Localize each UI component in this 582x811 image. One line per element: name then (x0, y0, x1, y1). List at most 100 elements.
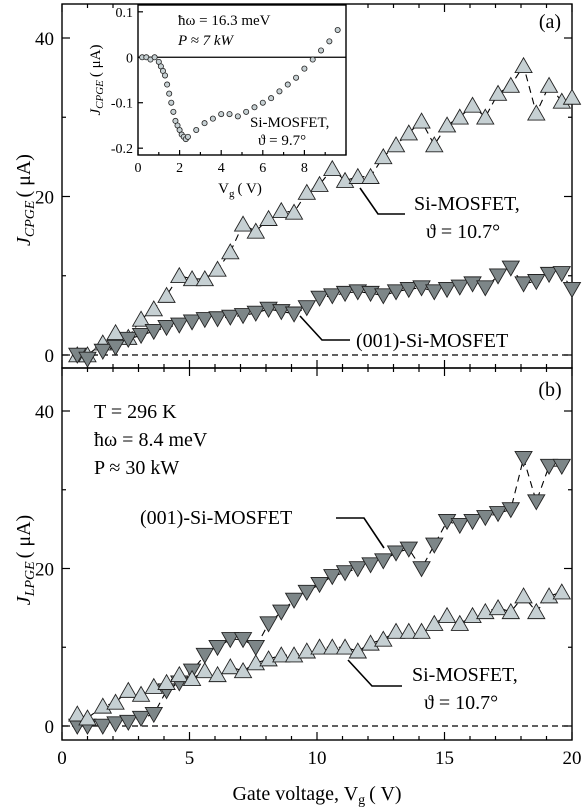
panel-a-001-point-12 (221, 309, 240, 326)
panel-b-001-label: (001)-Si-MOSFET (140, 507, 292, 529)
panel-b-si-mosfet-point-19 (310, 638, 329, 655)
inset-background (138, 5, 346, 155)
inset-device-line2: ϑ = 9.7° (258, 133, 306, 149)
panel-a-si-mosfet-point-14 (246, 222, 266, 239)
panel-b-001-point-11 (208, 640, 227, 657)
panel-b-001-point-34 (501, 502, 521, 519)
panel-b-001-point-13 (233, 632, 253, 649)
panel-a-si-mosfet-point-6 (144, 300, 164, 317)
panel-b-si-mosfet-point-30 (450, 614, 470, 631)
panel-b-001-point-23 (361, 557, 380, 574)
panel-b-001-point-20 (323, 569, 342, 586)
inset-point-18 (184, 133, 191, 140)
inset-point-25 (243, 108, 250, 115)
inset-y-tick-labels: 0.1 0 -0.1 -0.2 (111, 6, 133, 157)
panel-b-params-line3: P ≈ 30 kW (94, 457, 179, 479)
panel-a-001-point-14 (246, 305, 266, 322)
panel-b-si-mosfet-point-26 (399, 622, 419, 639)
panel-b-001-point-30 (450, 517, 470, 535)
panel-a-si-mosfet-label-line2: ϑ = 10.7° (426, 221, 500, 243)
panel-b-si-mosfet-point-1 (78, 709, 97, 726)
x-tick-label-15: 15 (435, 748, 454, 769)
panel-b-si-mosfet-point-20 (323, 638, 342, 655)
panel-b-si-mosfet-point-38 (552, 583, 572, 600)
inset-point-31 (293, 74, 300, 81)
inset-point-3 (151, 54, 158, 61)
panel-a-si-mosfet-leader (359, 187, 405, 215)
panel-b-001-point-26 (399, 541, 419, 558)
panel-b-001-point-36 (527, 494, 546, 511)
inset-point-29 (276, 88, 283, 95)
panel-a-si-mosfet-point-11 (208, 260, 227, 277)
panel-a-si-mosfet-point-34 (501, 76, 521, 93)
panel-b-001-point-4 (119, 714, 138, 731)
panel-a-label: (a) (539, 11, 561, 33)
panel-b-y-tick-label-20: 20 (35, 560, 54, 581)
inset-x-tick-labels: 0 2 4 6 8 (135, 161, 308, 176)
inset-y-tick-label--0.1: -0.1 (111, 97, 133, 112)
panel-a-001-leader (299, 315, 350, 341)
panel-b-si-mosfet-label-line1: Si-MOSFET, (412, 664, 518, 686)
panel-a-si-mosfet-point-23 (361, 167, 380, 184)
panel-b-001-point-10 (195, 647, 215, 665)
inset-point-7 (162, 72, 169, 79)
panel-a-si-mosfet-point-12 (221, 243, 240, 260)
panel-a-y-axis-label-unit: ( μA) (13, 154, 35, 198)
panel-a-y-axis-label-main: J (13, 236, 35, 246)
panel-b-si-mosfet-point-10 (195, 661, 215, 679)
inset-x-tick-label-2: 2 (176, 161, 183, 176)
panel-b-001-point-6 (144, 706, 164, 724)
panel-a-si-mosfet-point-15 (259, 209, 278, 226)
panel-b-001-point-31 (463, 514, 482, 531)
panel-a-si-mosfet-point-26 (399, 124, 419, 141)
panel-b-001-point-32 (476, 510, 495, 527)
panel-b-si-mosfet-point-5 (131, 685, 151, 702)
panel-a-si-mosfet-point-39 (562, 88, 582, 105)
x-tick-label-0: 0 (57, 748, 67, 769)
panel-a-y-tick-label-40: 40 (35, 29, 54, 50)
panel-b-y-axis-label-unit: ( μA) (13, 515, 35, 559)
panel-a-si-mosfet-point-30 (450, 108, 470, 125)
panel-a-001-point-7 (157, 320, 176, 337)
panel-b-si-mosfet-point-13 (233, 661, 253, 679)
inset-point-28 (268, 95, 275, 102)
panel-b-001-point-19 (310, 577, 329, 594)
panel-a-si-mosfet-point-31 (463, 96, 482, 113)
inset-point-23 (226, 111, 233, 118)
panel-b-001-point-15 (259, 616, 278, 633)
inset-point-34 (318, 47, 325, 54)
panel-b-001-point-16 (272, 604, 291, 621)
inset-point-11 (170, 108, 177, 115)
panel-a-001-point-26 (399, 281, 419, 299)
panel-b-si-mosfet-point-22 (348, 642, 368, 659)
panel-b-si-mosfet-point-8 (170, 665, 189, 683)
panel-a-001-point-3 (106, 339, 125, 356)
panel-b-si-mosfet-point-27 (412, 622, 431, 639)
panel-a-si-mosfet-point-18 (297, 183, 317, 200)
panel-b-si-mosfet-label-line2: ϑ = 10.7° (424, 692, 498, 714)
panel-a-si-mosfet-point-10 (195, 270, 215, 287)
panel-a-001-point-21 (335, 285, 355, 303)
panel-b-x-tick-labels: 0 5 10 15 20 (57, 748, 581, 769)
panel-a-001-point-28 (425, 284, 444, 301)
panel-b-si-mosfet-point-16 (272, 646, 291, 663)
panel-a-si-mosfet-point-9 (182, 270, 202, 287)
inset-device-line1: Si-MOSFET, (250, 115, 329, 131)
x-axis-label-sub: g (358, 793, 365, 808)
panel-b-si-mosfet-point-4 (119, 681, 138, 698)
panel-b-si-mosfet-point-29 (437, 606, 457, 623)
panel-a-001-point-11 (208, 311, 227, 328)
panel-a-y-axis-label: JCPGE ( μA) (13, 154, 38, 246)
inset-x-tick-label-6: 6 (259, 161, 266, 176)
panel-b-001-point-2 (93, 718, 113, 735)
inset-points (139, 26, 341, 143)
inset-y-axis-label-main: J (88, 108, 104, 116)
inset-y-tick-label--0.2: -0.2 (111, 142, 133, 157)
inset-x-axis-label-sub: g (229, 188, 235, 200)
panel-b-001-point-35 (514, 451, 533, 468)
panel-b-001-point-3 (106, 716, 125, 733)
inset-x-tick-label-8: 8 (301, 161, 308, 176)
panel-a-si-mosfet-point-32 (476, 108, 495, 125)
panel-b-si-mosfet-point-3 (106, 693, 125, 710)
